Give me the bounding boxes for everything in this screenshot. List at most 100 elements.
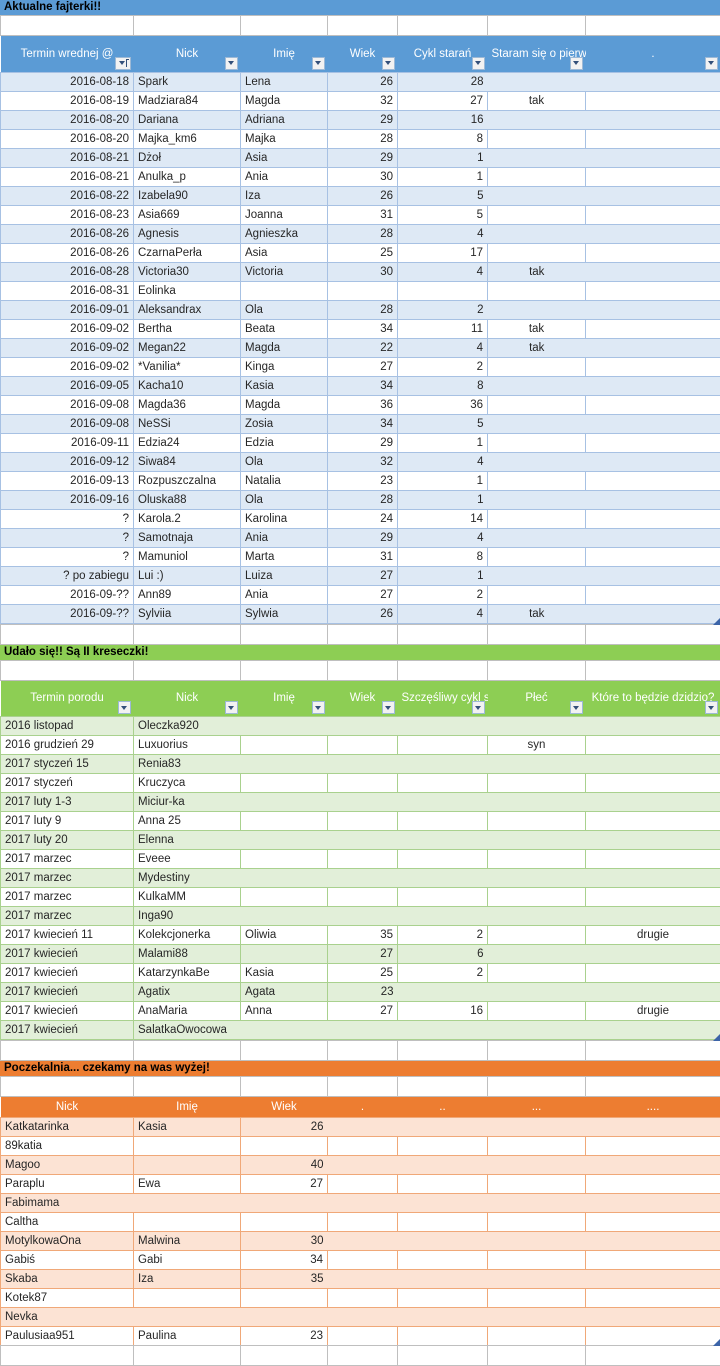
sort-filter-icon[interactable] xyxy=(115,57,131,70)
cell-r1-c2[interactable]: Magda xyxy=(241,91,328,110)
cell-r9-c3[interactable]: 25 xyxy=(328,243,398,262)
cell-r12-c1[interactable]: Malami88 xyxy=(134,945,241,964)
cell-r28-c2[interactable]: Sylwia xyxy=(241,604,328,623)
cell-r12-c2[interactable]: Ola xyxy=(241,300,328,319)
cell-r7-c1[interactable]: Eveee xyxy=(134,850,241,869)
table-row[interactable]: Caltha xyxy=(1,1212,720,1231)
cell-r21-c6[interactable] xyxy=(586,471,720,490)
cell-r15-c1[interactable]: *Vanilia* xyxy=(134,357,241,376)
cell-r3-c5[interactable] xyxy=(488,1174,586,1193)
cell-r26-c2[interactable]: Luiza xyxy=(241,566,328,585)
cell-r9-c0[interactable]: 2017 marzec xyxy=(1,888,134,907)
cell-r25-c1[interactable]: Mamuniol xyxy=(134,547,241,566)
cell-r22-c5[interactable] xyxy=(488,490,586,509)
cell-r3-c2[interactable] xyxy=(241,774,328,793)
cell-r14-c6[interactable] xyxy=(586,983,720,1002)
cell-r1-c6[interactable] xyxy=(586,1136,720,1155)
cell-r2-c5[interactable] xyxy=(488,755,586,774)
cell-r2-c3[interactable] xyxy=(328,755,398,774)
filter-dropdown-icon[interactable] xyxy=(705,701,718,714)
table-row[interactable]: Nevka xyxy=(1,1307,720,1326)
cell-r5-c6[interactable] xyxy=(586,812,720,831)
cell-r12-c5[interactable] xyxy=(488,300,586,319)
column-header-6[interactable]: Które to będzie dzidzio? xyxy=(586,681,720,717)
cell-r5-c4[interactable] xyxy=(398,1212,488,1231)
cell-r9-c5[interactable] xyxy=(488,888,586,907)
cell-r16-c0[interactable]: 2016-09-05 xyxy=(1,376,134,395)
cell-r23-c4[interactable]: 14 xyxy=(398,509,488,528)
cell-r28-c4[interactable]: 4 xyxy=(398,604,488,623)
cell-r9-c0[interactable]: 2016-08-26 xyxy=(1,243,134,262)
cell-r8-c1[interactable]: Iza xyxy=(134,1269,241,1288)
cell-r4-c3[interactable]: 29 xyxy=(328,148,398,167)
cell-r16-c3[interactable]: 34 xyxy=(328,376,398,395)
cell-r12-c5[interactable] xyxy=(488,945,586,964)
column-header-2[interactable]: Imię xyxy=(241,681,328,717)
cell-r23-c0[interactable]: ? xyxy=(1,509,134,528)
cell-r3-c3[interactable]: 28 xyxy=(328,129,398,148)
cell-r10-c2[interactable]: Victoria xyxy=(241,262,328,281)
cell-r27-c1[interactable]: Ann89 xyxy=(134,585,241,604)
cell-r6-c5[interactable] xyxy=(488,186,586,205)
cell-r3-c6[interactable] xyxy=(586,1174,720,1193)
cell-r10-c1[interactable]: Inga90 xyxy=(134,907,241,926)
column-header-0[interactable]: Termin wrednej @ xyxy=(1,36,134,72)
cell-r4-c6[interactable] xyxy=(586,793,720,812)
cell-r16-c6[interactable] xyxy=(586,1021,720,1040)
cell-r23-c2[interactable]: Karolina xyxy=(241,509,328,528)
cell-r1-c5[interactable] xyxy=(488,1136,586,1155)
cell-r8-c6[interactable] xyxy=(586,869,720,888)
cell-r8-c3[interactable]: 28 xyxy=(328,224,398,243)
cell-r4-c2[interactable]: Asia xyxy=(241,148,328,167)
cell-r11-c3[interactable]: 35 xyxy=(328,926,398,945)
cell-r24-c2[interactable]: Ania xyxy=(241,528,328,547)
cell-r6-c4[interactable] xyxy=(398,831,488,850)
cell-r22-c1[interactable]: Oluska88 xyxy=(134,490,241,509)
cell-r25-c0[interactable]: ? xyxy=(1,547,134,566)
cell-r0-c2[interactable] xyxy=(241,717,328,736)
cell-r11-c1[interactable]: Kolekcjonerka xyxy=(134,926,241,945)
table-resize-handle[interactable] xyxy=(713,1339,720,1346)
cell-r2-c0[interactable]: Magoo xyxy=(1,1155,134,1174)
cell-r4-c4[interactable] xyxy=(398,793,488,812)
cell-r28-c0[interactable]: 2016-09-?? xyxy=(1,604,134,623)
cell-r0-c3[interactable] xyxy=(328,1117,398,1136)
cell-r2-c0[interactable]: 2016-08-20 xyxy=(1,110,134,129)
cell-r2-c1[interactable]: Dariana xyxy=(134,110,241,129)
cell-r28-c6[interactable] xyxy=(586,604,720,623)
cell-r11-c3[interactable] xyxy=(328,1326,398,1345)
cell-r26-c4[interactable]: 1 xyxy=(398,566,488,585)
column-header-0[interactable]: Termin porodu xyxy=(1,681,134,717)
cell-r1-c2[interactable] xyxy=(241,1136,328,1155)
cell-r1-c3[interactable]: 32 xyxy=(328,91,398,110)
cell-r16-c3[interactable] xyxy=(328,1021,398,1040)
column-header-3[interactable]: Wiek xyxy=(328,36,398,72)
cell-r13-c5[interactable]: tak xyxy=(488,319,586,338)
cell-r11-c2[interactable]: 23 xyxy=(241,1326,328,1345)
table-resize-handle[interactable] xyxy=(713,618,720,625)
cell-r4-c1[interactable]: Miciur-ka xyxy=(134,793,241,812)
cell-r10-c5[interactable] xyxy=(488,1307,586,1326)
column-header-5[interactable]: ... xyxy=(488,1097,586,1117)
cell-r0-c6[interactable] xyxy=(586,717,720,736)
cell-r18-c5[interactable] xyxy=(488,414,586,433)
cell-r16-c0[interactable]: 2017 kwiecień xyxy=(1,1021,134,1040)
cell-r15-c0[interactable]: 2017 kwiecień xyxy=(1,1002,134,1021)
cell-r12-c0[interactable]: 2017 kwiecień xyxy=(1,945,134,964)
cell-r22-c6[interactable] xyxy=(586,490,720,509)
cell-r9-c4[interactable] xyxy=(398,888,488,907)
cell-r12-c4[interactable]: 2 xyxy=(398,300,488,319)
cell-r3-c1[interactable]: Majka_km6 xyxy=(134,129,241,148)
cell-r11-c0[interactable]: Paulusiaa951 xyxy=(1,1326,134,1345)
